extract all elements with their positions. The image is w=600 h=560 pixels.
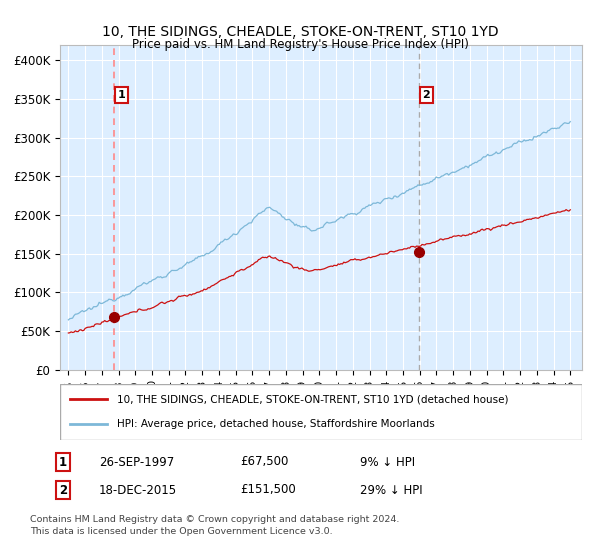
Text: HPI: Average price, detached house, Staffordshire Moorlands: HPI: Average price, detached house, Staf… [118, 419, 435, 429]
Text: 29% ↓ HPI: 29% ↓ HPI [360, 483, 422, 497]
Text: 18-DEC-2015: 18-DEC-2015 [99, 483, 177, 497]
Text: 26-SEP-1997: 26-SEP-1997 [99, 455, 174, 469]
Text: 10, THE SIDINGS, CHEADLE, STOKE-ON-TRENT, ST10 1YD: 10, THE SIDINGS, CHEADLE, STOKE-ON-TRENT… [101, 25, 499, 39]
Text: 2: 2 [422, 90, 430, 100]
Text: £151,500: £151,500 [240, 483, 296, 497]
Text: 2: 2 [59, 483, 67, 497]
Text: £67,500: £67,500 [240, 455, 289, 469]
Text: 10, THE SIDINGS, CHEADLE, STOKE-ON-TRENT, ST10 1YD (detached house): 10, THE SIDINGS, CHEADLE, STOKE-ON-TRENT… [118, 394, 509, 404]
Text: 9% ↓ HPI: 9% ↓ HPI [360, 455, 415, 469]
Text: Contains HM Land Registry data © Crown copyright and database right 2024.: Contains HM Land Registry data © Crown c… [30, 515, 400, 524]
Text: This data is licensed under the Open Government Licence v3.0.: This data is licensed under the Open Gov… [30, 528, 332, 536]
Text: 1: 1 [118, 90, 125, 100]
Text: 1: 1 [59, 455, 67, 469]
Text: Price paid vs. HM Land Registry's House Price Index (HPI): Price paid vs. HM Land Registry's House … [131, 38, 469, 51]
